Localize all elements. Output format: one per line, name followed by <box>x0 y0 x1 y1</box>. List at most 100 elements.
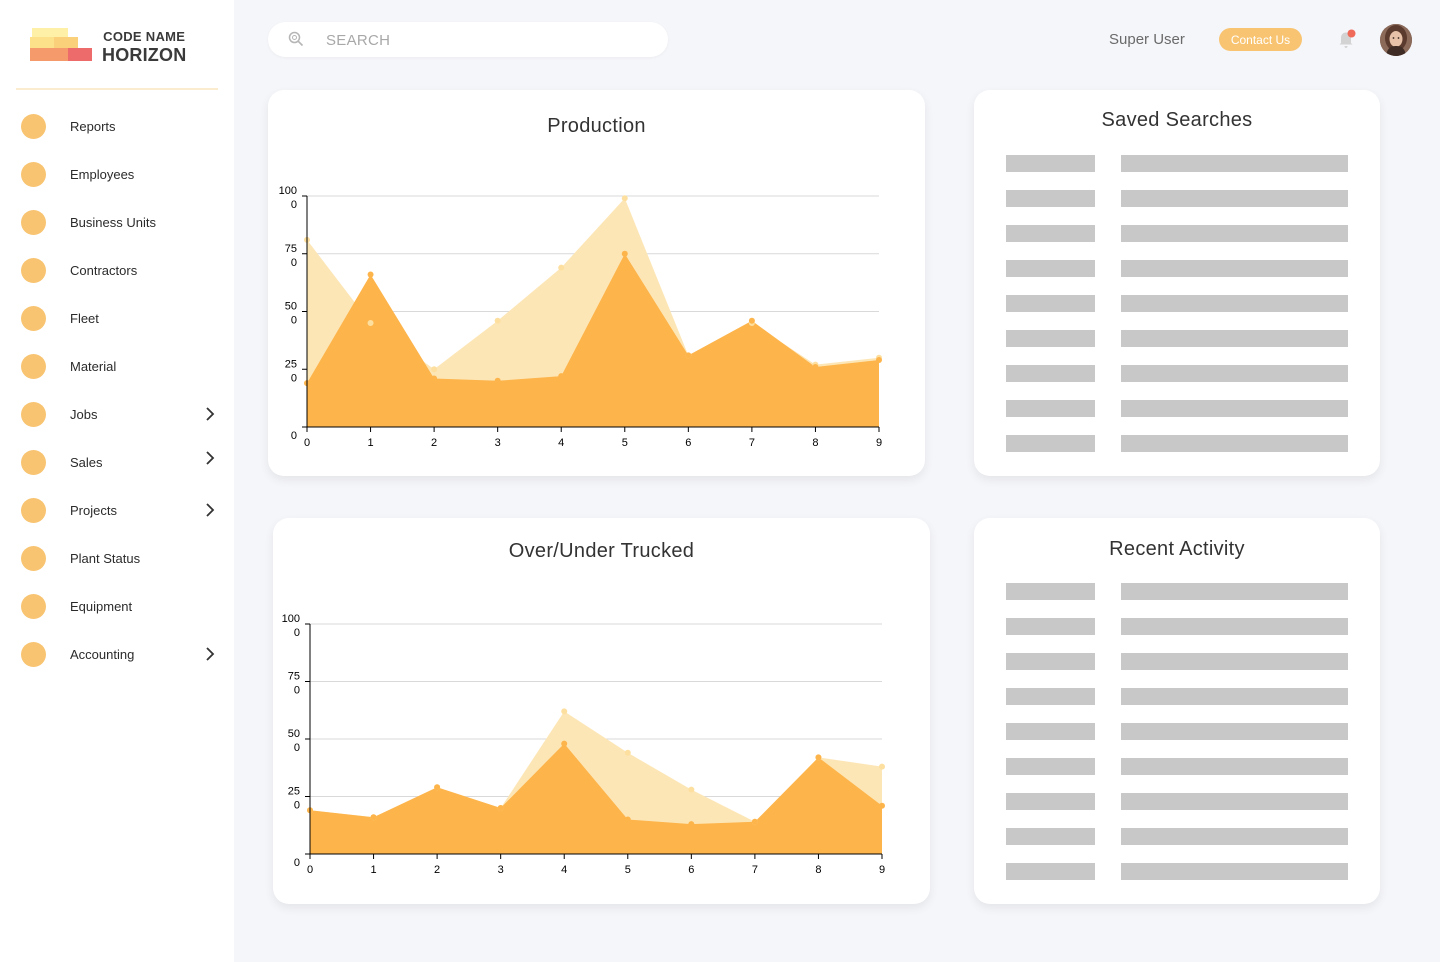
data-point-series-light[interactable] <box>624 749 631 756</box>
placeholder-bar-short <box>1006 365 1095 382</box>
list-item[interactable] <box>1006 723 1348 758</box>
sidebar-item-material[interactable]: Material <box>0 342 234 390</box>
data-point-series-light[interactable] <box>879 763 885 770</box>
sidebar-item-label: Equipment <box>70 599 133 614</box>
data-point-series-light[interactable] <box>367 320 374 327</box>
y-tick-label: 100 <box>282 613 300 625</box>
sidebar-item-reports[interactable]: Reports <box>0 102 234 150</box>
list-item[interactable] <box>1006 225 1348 260</box>
circle-icon <box>21 498 46 523</box>
chevron-right-icon[interactable] <box>203 407 217 421</box>
search-icon[interactable] <box>288 31 304 47</box>
list-item[interactable] <box>1006 365 1348 400</box>
data-point-series-dark[interactable] <box>815 754 822 761</box>
list-item[interactable] <box>1006 618 1348 653</box>
sidebar-item-label: Sales <box>70 455 103 470</box>
data-point-series-dark[interactable] <box>751 818 758 825</box>
sidebar-item-plant-status[interactable]: Plant Status <box>0 534 234 582</box>
x-tick-label: 9 <box>876 437 882 449</box>
list-item[interactable] <box>1006 400 1348 435</box>
avatar[interactable] <box>1380 24 1412 56</box>
data-point-series-dark[interactable] <box>624 816 631 823</box>
data-point-series-dark[interactable] <box>621 250 628 257</box>
bell-icon[interactable] <box>1336 28 1358 50</box>
placeholder-bar-short <box>1006 190 1095 207</box>
data-point-series-dark[interactable] <box>561 740 568 747</box>
search-input[interactable] <box>326 30 646 50</box>
placeholder-bar-short <box>1006 723 1095 740</box>
circle-icon <box>21 354 46 379</box>
search-bar[interactable] <box>268 22 668 57</box>
saved-searches-list <box>1006 155 1348 470</box>
list-item[interactable] <box>1006 828 1348 863</box>
data-point-series-dark[interactable] <box>685 352 692 359</box>
placeholder-bar-short <box>1006 688 1095 705</box>
data-point-series-dark[interactable] <box>367 271 374 278</box>
data-point-series-light[interactable] <box>431 366 438 373</box>
data-point-series-dark[interactable] <box>497 805 504 811</box>
placeholder-bar-short <box>1006 155 1095 172</box>
y-tick-label: 0 <box>291 315 297 327</box>
sidebar-item-label: Contractors <box>70 263 138 278</box>
placeholder-bar-long <box>1121 190 1348 207</box>
app-logo[interactable]: CODE NAME HORIZON <box>30 28 210 68</box>
placeholder-bar-long <box>1121 758 1348 775</box>
data-point-series-light[interactable] <box>494 317 501 324</box>
list-item[interactable] <box>1006 295 1348 330</box>
data-point-series-dark[interactable] <box>879 802 885 809</box>
data-point-series-dark[interactable] <box>494 377 501 384</box>
x-tick-label: 2 <box>434 864 440 876</box>
data-point-series-light[interactable] <box>561 708 568 715</box>
list-item[interactable] <box>1006 758 1348 793</box>
list-item[interactable] <box>1006 190 1348 225</box>
list-item[interactable] <box>1006 330 1348 365</box>
x-tick-label: 0 <box>307 864 313 876</box>
sidebar-item-label: Projects <box>70 503 117 518</box>
placeholder-bar-long <box>1121 225 1348 242</box>
placeholder-bar-long <box>1121 863 1348 880</box>
data-point-series-light[interactable] <box>688 786 695 793</box>
list-item[interactable] <box>1006 653 1348 688</box>
chevron-right-icon[interactable] <box>203 503 217 517</box>
list-item[interactable] <box>1006 688 1348 723</box>
avatar-image <box>1380 24 1412 56</box>
list-item[interactable] <box>1006 793 1348 828</box>
list-item[interactable] <box>1006 155 1348 190</box>
data-point-series-dark[interactable] <box>748 317 755 324</box>
chevron-right-icon[interactable] <box>203 647 217 661</box>
data-point-series-dark[interactable] <box>812 363 819 370</box>
data-point-series-dark[interactable] <box>370 814 377 821</box>
sidebar-item-projects[interactable]: Projects <box>0 486 234 534</box>
x-tick-label: 9 <box>879 864 885 876</box>
list-item[interactable] <box>1006 435 1348 470</box>
list-item[interactable] <box>1006 583 1348 618</box>
x-tick-label: 1 <box>367 437 373 449</box>
x-tick-label: 5 <box>625 864 631 876</box>
x-tick-label: 3 <box>498 864 504 876</box>
data-point-series-dark[interactable] <box>688 821 695 828</box>
data-point-series-light[interactable] <box>558 264 565 271</box>
chevron-right-icon[interactable] <box>203 451 217 465</box>
sidebar-item-fleet[interactable]: Fleet <box>0 294 234 342</box>
sidebar-item-contractors[interactable]: Contractors <box>0 246 234 294</box>
data-point-series-dark[interactable] <box>431 375 438 382</box>
data-point-series-light[interactable] <box>621 195 628 202</box>
data-point-series-dark[interactable] <box>558 373 565 380</box>
sidebar-item-sales[interactable]: Sales <box>0 438 234 486</box>
sidebar-item-equipment[interactable]: Equipment <box>0 582 234 630</box>
recent-activity-card: Recent Activity <box>974 518 1380 904</box>
user-name[interactable]: Super User <box>1109 31 1185 48</box>
data-point-series-dark[interactable] <box>434 784 441 791</box>
circle-icon <box>21 162 46 187</box>
sidebar-item-accounting[interactable]: Accounting <box>0 630 234 678</box>
contact-us-button[interactable]: Contact Us <box>1219 28 1302 51</box>
list-item[interactable] <box>1006 863 1348 898</box>
sidebar-item-employees[interactable]: Employees <box>0 150 234 198</box>
sidebar-item-jobs[interactable]: Jobs <box>0 390 234 438</box>
x-tick-label: 8 <box>815 864 821 876</box>
list-item[interactable] <box>1006 260 1348 295</box>
x-tick-label: 3 <box>495 437 501 449</box>
y-tick-label: 25 <box>285 358 297 370</box>
sidebar-item-business-units[interactable]: Business Units <box>0 198 234 246</box>
data-point-series-dark[interactable] <box>876 357 882 364</box>
